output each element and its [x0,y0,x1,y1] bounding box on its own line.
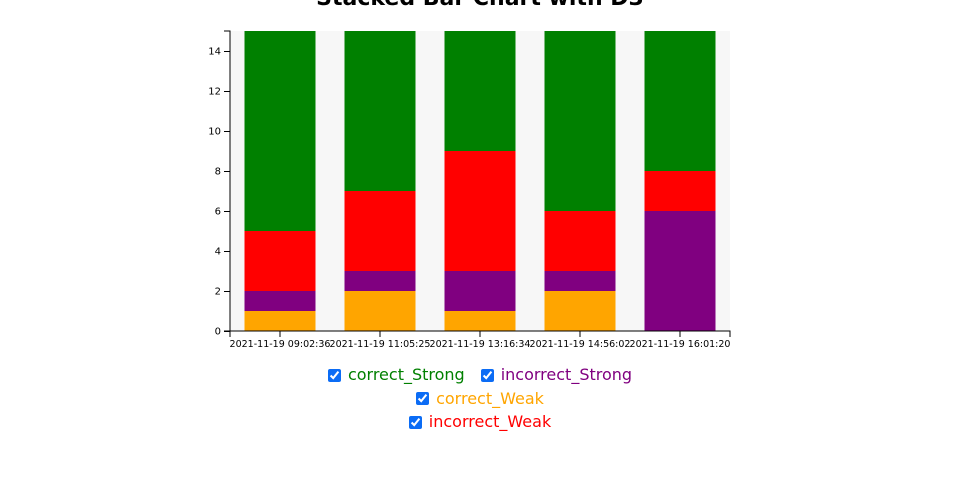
y-tick-label: 8 [215,167,221,178]
legend-label: incorrect_Strong [500,365,633,384]
legend-item-incorrect-weak[interactable]: incorrect_Weak [408,411,552,433]
legend-label: incorrect_Weak [428,412,552,431]
bar-correct-weak [444,311,516,331]
y-axis-line [224,30,231,332]
legend-label: correct_Weak [436,388,544,408]
y-tick-label: 6 [215,207,221,218]
bar-incorrect-weak [544,211,616,271]
bar-correct-strong [544,31,616,211]
bar-incorrect-strong [444,271,516,311]
bar-incorrect-strong [344,271,416,291]
bar-incorrect-weak [344,191,416,271]
bar-incorrect-weak [244,231,316,291]
x-tick-label: 2021-11-19 09:02:36 [230,339,331,350]
legend-item-correct-weak[interactable]: correct_Weak [416,388,544,410]
x-tick-label: 2021-11-19 11:05:25 [330,339,431,350]
x-tick-label: 2021-11-19 16:01:20 [630,339,731,350]
legend-label: correct_Strong [347,365,465,384]
bars [244,31,716,331]
bar-incorrect-strong [644,211,716,331]
bar-correct-strong [444,31,516,151]
bar-correct-weak [244,311,316,331]
bar-incorrect-strong [244,291,316,311]
bar-correct-weak [544,291,616,331]
y-tick-label: 14 [208,47,221,58]
y-tick-label: 2 [215,287,221,298]
legend-checkbox[interactable] [480,368,494,382]
bar-correct-strong [344,31,416,191]
bar-incorrect-strong [544,271,616,291]
y-tick-label: 0 [215,327,221,338]
bar-incorrect-weak [644,171,716,211]
bar-correct-weak [344,291,416,331]
chart-title: Stacked Bar Chart with D3 [0,0,960,11]
bar-incorrect-weak [444,151,516,271]
legend: correct_Strong incorrect_Strong correct_We… [250,364,710,435]
legend-checkbox[interactable] [327,368,341,382]
y-tick-label: 4 [215,247,221,258]
y-tick-label: 10 [208,127,221,138]
x-tick-label: 2021-11-19 13:16:34 [430,339,531,350]
y-tick-label: 12 [208,87,221,98]
bar-correct-strong [644,31,716,171]
legend-item-incorrect-strong[interactable]: incorrect_Strong [480,364,633,386]
x-tick-label: 2021-11-19 14:56:02 [530,339,631,350]
legend-item-correct-strong[interactable]: correct_Strong [327,364,465,386]
legend-checkbox[interactable] [416,392,430,405]
legend-checkbox[interactable] [408,415,422,429]
bar-correct-strong [244,31,316,231]
